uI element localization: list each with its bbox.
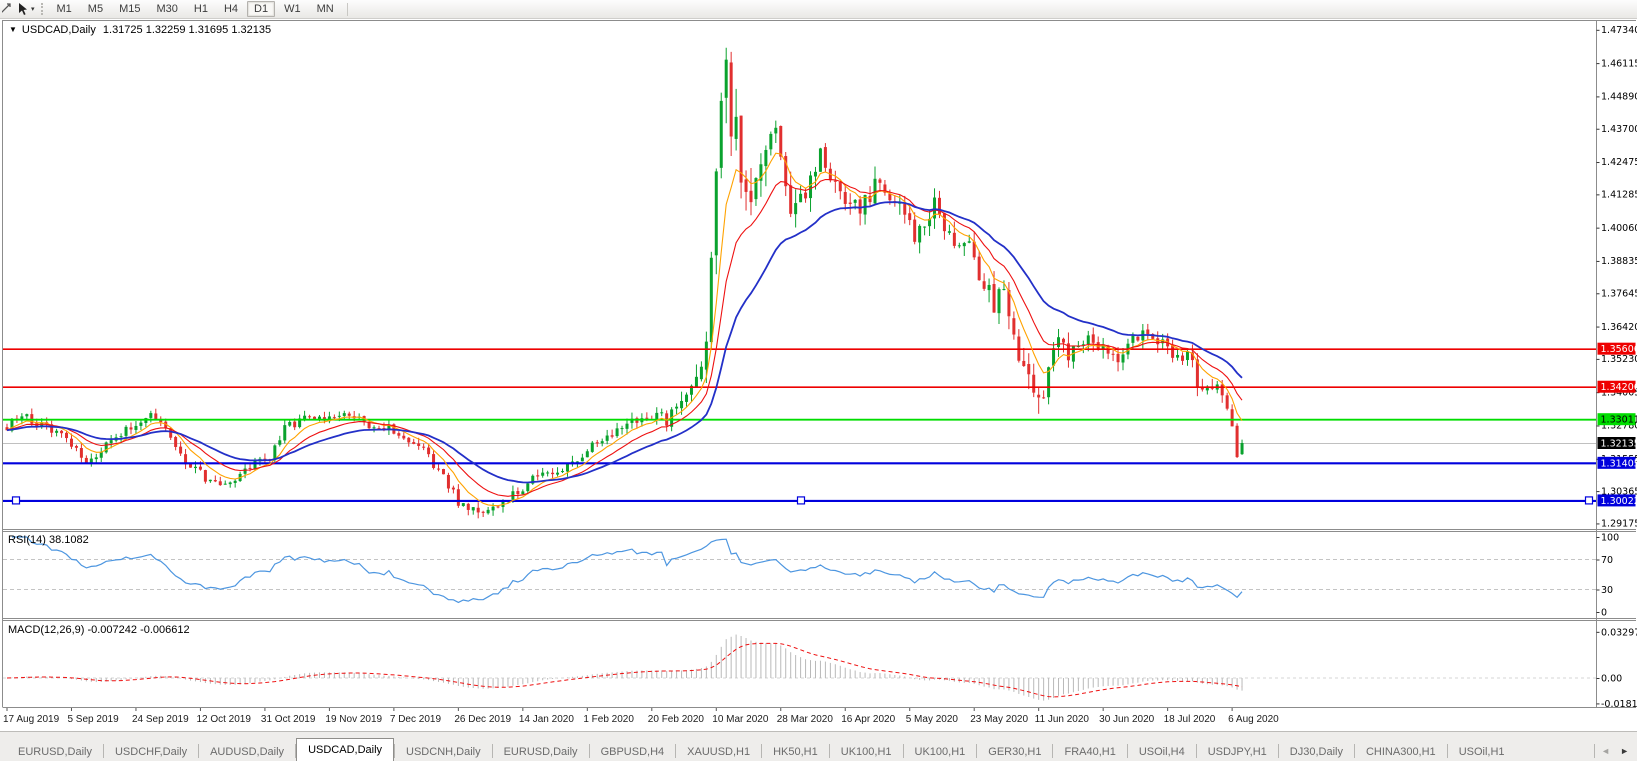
time-axis-label: 17 Aug 2019 — [3, 714, 60, 725]
tab-divider — [1052, 744, 1054, 758]
time-axis-label: 19 Nov 2019 — [325, 714, 383, 725]
timeframe-button-M1[interactable]: M1 — [56, 3, 72, 15]
chart-tab-UK100-H1[interactable]: UK100,H1 — [914, 746, 966, 758]
time-axis-label: 12 Oct 2019 — [196, 714, 251, 725]
toolbar: ▾ M1 M5 M15 M30 H1 H4 D1 W1 MN — [0, 0, 1637, 19]
chart-tab-UK100-H1[interactable]: UK100,H1 — [840, 746, 892, 758]
chart-tab-USDCNH-Daily[interactable]: USDCNH,Daily — [406, 746, 481, 758]
time-axis-label: 31 Oct 2019 — [260, 714, 316, 725]
timeframe-button-M5[interactable]: M5 — [87, 3, 104, 15]
tab-divider — [1126, 744, 1128, 758]
tab-divider — [102, 744, 104, 758]
chart-tab-CHINA300-H1[interactable]: CHINA300,H1 — [1365, 746, 1436, 758]
tab-divider — [1594, 744, 1596, 758]
chart-tab-USDCAD-Daily[interactable]: USDCAD,Daily — [296, 738, 395, 761]
time-axis-label: 24 Sep 2019 — [131, 714, 189, 725]
toolbar-separator — [346, 2, 348, 16]
timeframe-buttons: M1 M5 M15 M30 H1 H4 D1 W1 MN — [49, 1, 342, 17]
pointer-arrow-icon — [19, 3, 27, 15]
chart-tab-USDJPY-H1[interactable]: USDJPY,H1 — [1207, 746, 1267, 758]
macd-label: MACD(12,26,9) -0.007242 -0.006612 — [8, 624, 190, 636]
time-axis-label: 6 Aug 2020 — [1228, 714, 1279, 725]
time-axis-label: 1 Feb 2020 — [583, 714, 634, 725]
timeframe-button-M15[interactable]: M15 — [119, 3, 141, 15]
tab-divider — [675, 744, 677, 758]
chart-tab-EURUSD-Daily[interactable]: EURUSD,Daily — [18, 746, 92, 758]
timeframe-button-M30[interactable]: M30 — [156, 3, 178, 15]
chart-tab-XAUUSD-H1[interactable]: XAUUSD,H1 — [687, 746, 751, 758]
tab-divider — [198, 744, 200, 758]
chart-symbol: USDCAD,Daily — [21, 24, 96, 36]
tab-divider — [1195, 744, 1197, 758]
dropdown-caret-icon[interactable]: ▾ — [31, 6, 35, 13]
chart-menu-triangle-icon[interactable]: ▼ — [9, 25, 17, 34]
time-axis-label: 18 Jul 2020 — [1163, 714, 1216, 725]
chart-tab-USOil-H1[interactable]: USOil,H1 — [1458, 746, 1505, 758]
tabs-scroll-right-icon[interactable]: ► — [1620, 746, 1629, 756]
chart-title: ▼ USDCAD,Daily 1.31725 1.32259 1.31695 1.3… — [9, 24, 271, 36]
rsi-label: RSI(14) 38.1082 — [8, 534, 89, 546]
chart-tab-DJ30-Daily[interactable]: DJ30,Daily — [1289, 746, 1343, 758]
tab-divider — [588, 744, 590, 758]
timeframe-button-H4[interactable]: H4 — [223, 3, 239, 15]
timeframe-button-MN[interactable]: MN — [316, 3, 334, 15]
timeframe-button-D1[interactable]: D1 — [247, 1, 276, 17]
tab-divider — [1446, 744, 1448, 758]
time-axis-label: 28 Mar 2020 — [776, 714, 833, 725]
time-axis-label: 11 Jun 2020 — [1034, 714, 1089, 725]
chart-tab-FRA40-H1[interactable]: FRA40,H1 — [1064, 746, 1116, 758]
chart-tabs-bar: EURUSD,Daily USDCHF,Daily AUDUSD,Daily USDC… — [0, 731, 1637, 761]
chart-tabs: EURUSD,Daily USDCHF,Daily AUDUSD,Daily USDC… — [0, 732, 1594, 761]
tab-divider — [491, 744, 493, 758]
clipped-tool-icon[interactable] — [2, 2, 14, 16]
time-axis[interactable]: 17 Aug 2019 5 Sep 2019 24 Sep 2019 12 Oct 2… — [0, 711, 1596, 728]
tab-divider — [295, 744, 297, 758]
chart-tab-EURUSD-Daily[interactable]: EURUSD,Daily — [503, 746, 578, 758]
tabs-scroll-left-icon[interactable]: ◄ — [1601, 746, 1611, 756]
tab-divider — [1277, 744, 1279, 758]
chart-window[interactable] — [0, 18, 1637, 731]
time-axis-label: 5 May 2020 — [905, 714, 958, 725]
tab-divider — [902, 744, 904, 758]
toolbar-grip[interactable] — [40, 3, 43, 15]
time-axis-label: 7 Dec 2019 — [389, 714, 442, 725]
tab-scroll-arrows: ◄ ► — [1595, 746, 1637, 761]
time-axis-label: 5 Sep 2019 — [67, 714, 119, 725]
time-axis-label: 14 Jan 2020 — [518, 714, 574, 725]
time-axis-label: 23 May 2020 — [970, 714, 1029, 725]
time-axis-label: 16 Apr 2020 — [841, 714, 896, 725]
chart-tab-HK50-H1[interactable]: HK50,H1 — [773, 746, 818, 758]
cursor-tool-icon[interactable] — [16, 2, 30, 16]
chart-tab-GBPUSD-H4[interactable]: GBPUSD,H4 — [600, 746, 665, 758]
chart-ohlc-values: 1.31725 1.32259 1.31695 1.32135 — [102, 24, 272, 36]
chart-tab-USDCHF-Daily[interactable]: USDCHF,Daily — [114, 746, 188, 758]
tab-divider — [761, 744, 763, 758]
time-axis-label: 26 Dec 2019 — [454, 714, 512, 725]
tab-divider — [976, 744, 978, 758]
chart-tab-AUDUSD-Daily[interactable]: AUDUSD,Daily — [210, 746, 285, 758]
time-axis-label: 10 Mar 2020 — [712, 714, 769, 725]
chart-tab-USOil-H4[interactable]: USOil,H4 — [1138, 746, 1185, 758]
tab-divider — [394, 744, 396, 758]
diagonal-arrow-icon — [2, 3, 11, 13]
chart-tab-GER30-H1[interactable]: GER30,H1 — [988, 746, 1042, 758]
timeframe-button-W1[interactable]: W1 — [284, 3, 301, 15]
time-axis-label: 30 Jun 2020 — [1099, 714, 1155, 725]
tab-divider — [1353, 744, 1355, 758]
tab-divider — [828, 744, 830, 758]
timeframe-button-H1[interactable]: H1 — [193, 3, 208, 15]
time-axis-label: 20 Feb 2020 — [647, 714, 704, 725]
